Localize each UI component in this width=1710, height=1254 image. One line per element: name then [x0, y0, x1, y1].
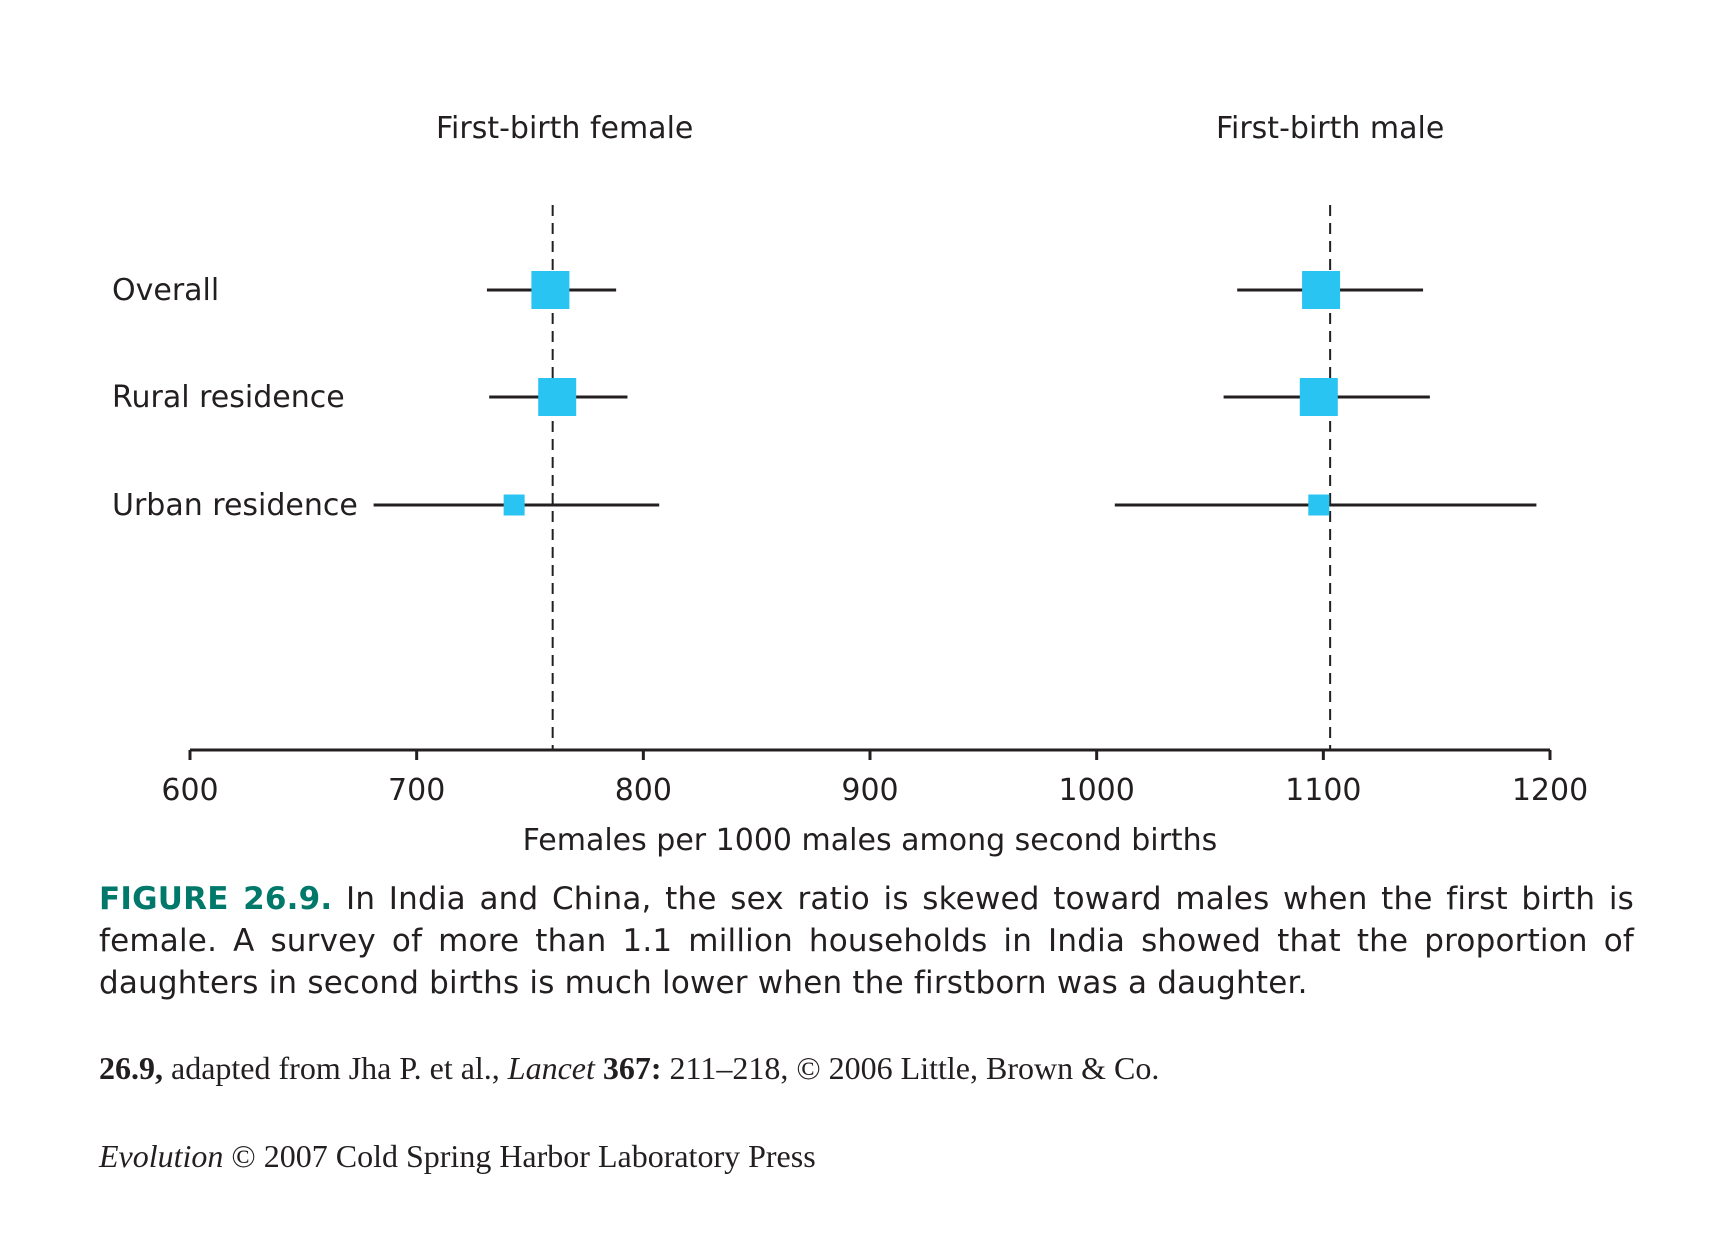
panel-title: First-birth male — [1216, 111, 1444, 146]
figure-caption: FIGURE 26.9. In India and China, the sex… — [99, 878, 1634, 1004]
panel-title: First-birth female — [436, 111, 693, 146]
credit-source: adapted from Jha P. et al., — [171, 1050, 500, 1086]
x-tick-label: 600 — [161, 773, 218, 808]
category-label: Overall — [112, 273, 219, 308]
caption-text: In India and China, the sex ratio is ske… — [99, 881, 1634, 1001]
x-tick-label: 1200 — [1512, 773, 1588, 808]
point-marker — [1299, 378, 1338, 416]
source-credit: 26.9, adapted from Jha P. et al., Lancet… — [99, 1050, 1159, 1087]
credit-figure-number: 26.9, — [99, 1050, 163, 1086]
point-marker — [1308, 494, 1330, 516]
category-label: Urban residence — [112, 488, 358, 523]
publisher-book: Evolution — [99, 1138, 224, 1174]
publisher-rest: © 2007 Cold Spring Harbor Laboratory Pre… — [231, 1138, 816, 1174]
credit-volume: 367: — [602, 1050, 662, 1086]
point-marker — [531, 271, 570, 309]
point-marker — [503, 494, 525, 516]
x-tick-label: 1000 — [1058, 773, 1134, 808]
x-axis-title: Females per 1000 males among second birt… — [523, 823, 1218, 858]
x-tick-label: 800 — [615, 773, 672, 808]
point-marker — [538, 378, 577, 416]
figure-label: FIGURE 26.9. — [99, 881, 333, 917]
x-tick-label: 700 — [388, 773, 445, 808]
x-tick-label: 900 — [841, 773, 898, 808]
credit-journal: Lancet — [507, 1050, 595, 1086]
publisher-line: Evolution © 2007 Cold Spring Harbor Labo… — [99, 1138, 816, 1175]
credit-pages: 211–218, © 2006 Little, Brown & Co. — [669, 1050, 1160, 1086]
x-tick-label: 1100 — [1285, 773, 1361, 808]
point-marker — [1302, 271, 1341, 309]
forest-plot: First-birth female First-birth male Overal… — [112, 111, 1588, 858]
category-label: Rural residence — [112, 380, 345, 415]
